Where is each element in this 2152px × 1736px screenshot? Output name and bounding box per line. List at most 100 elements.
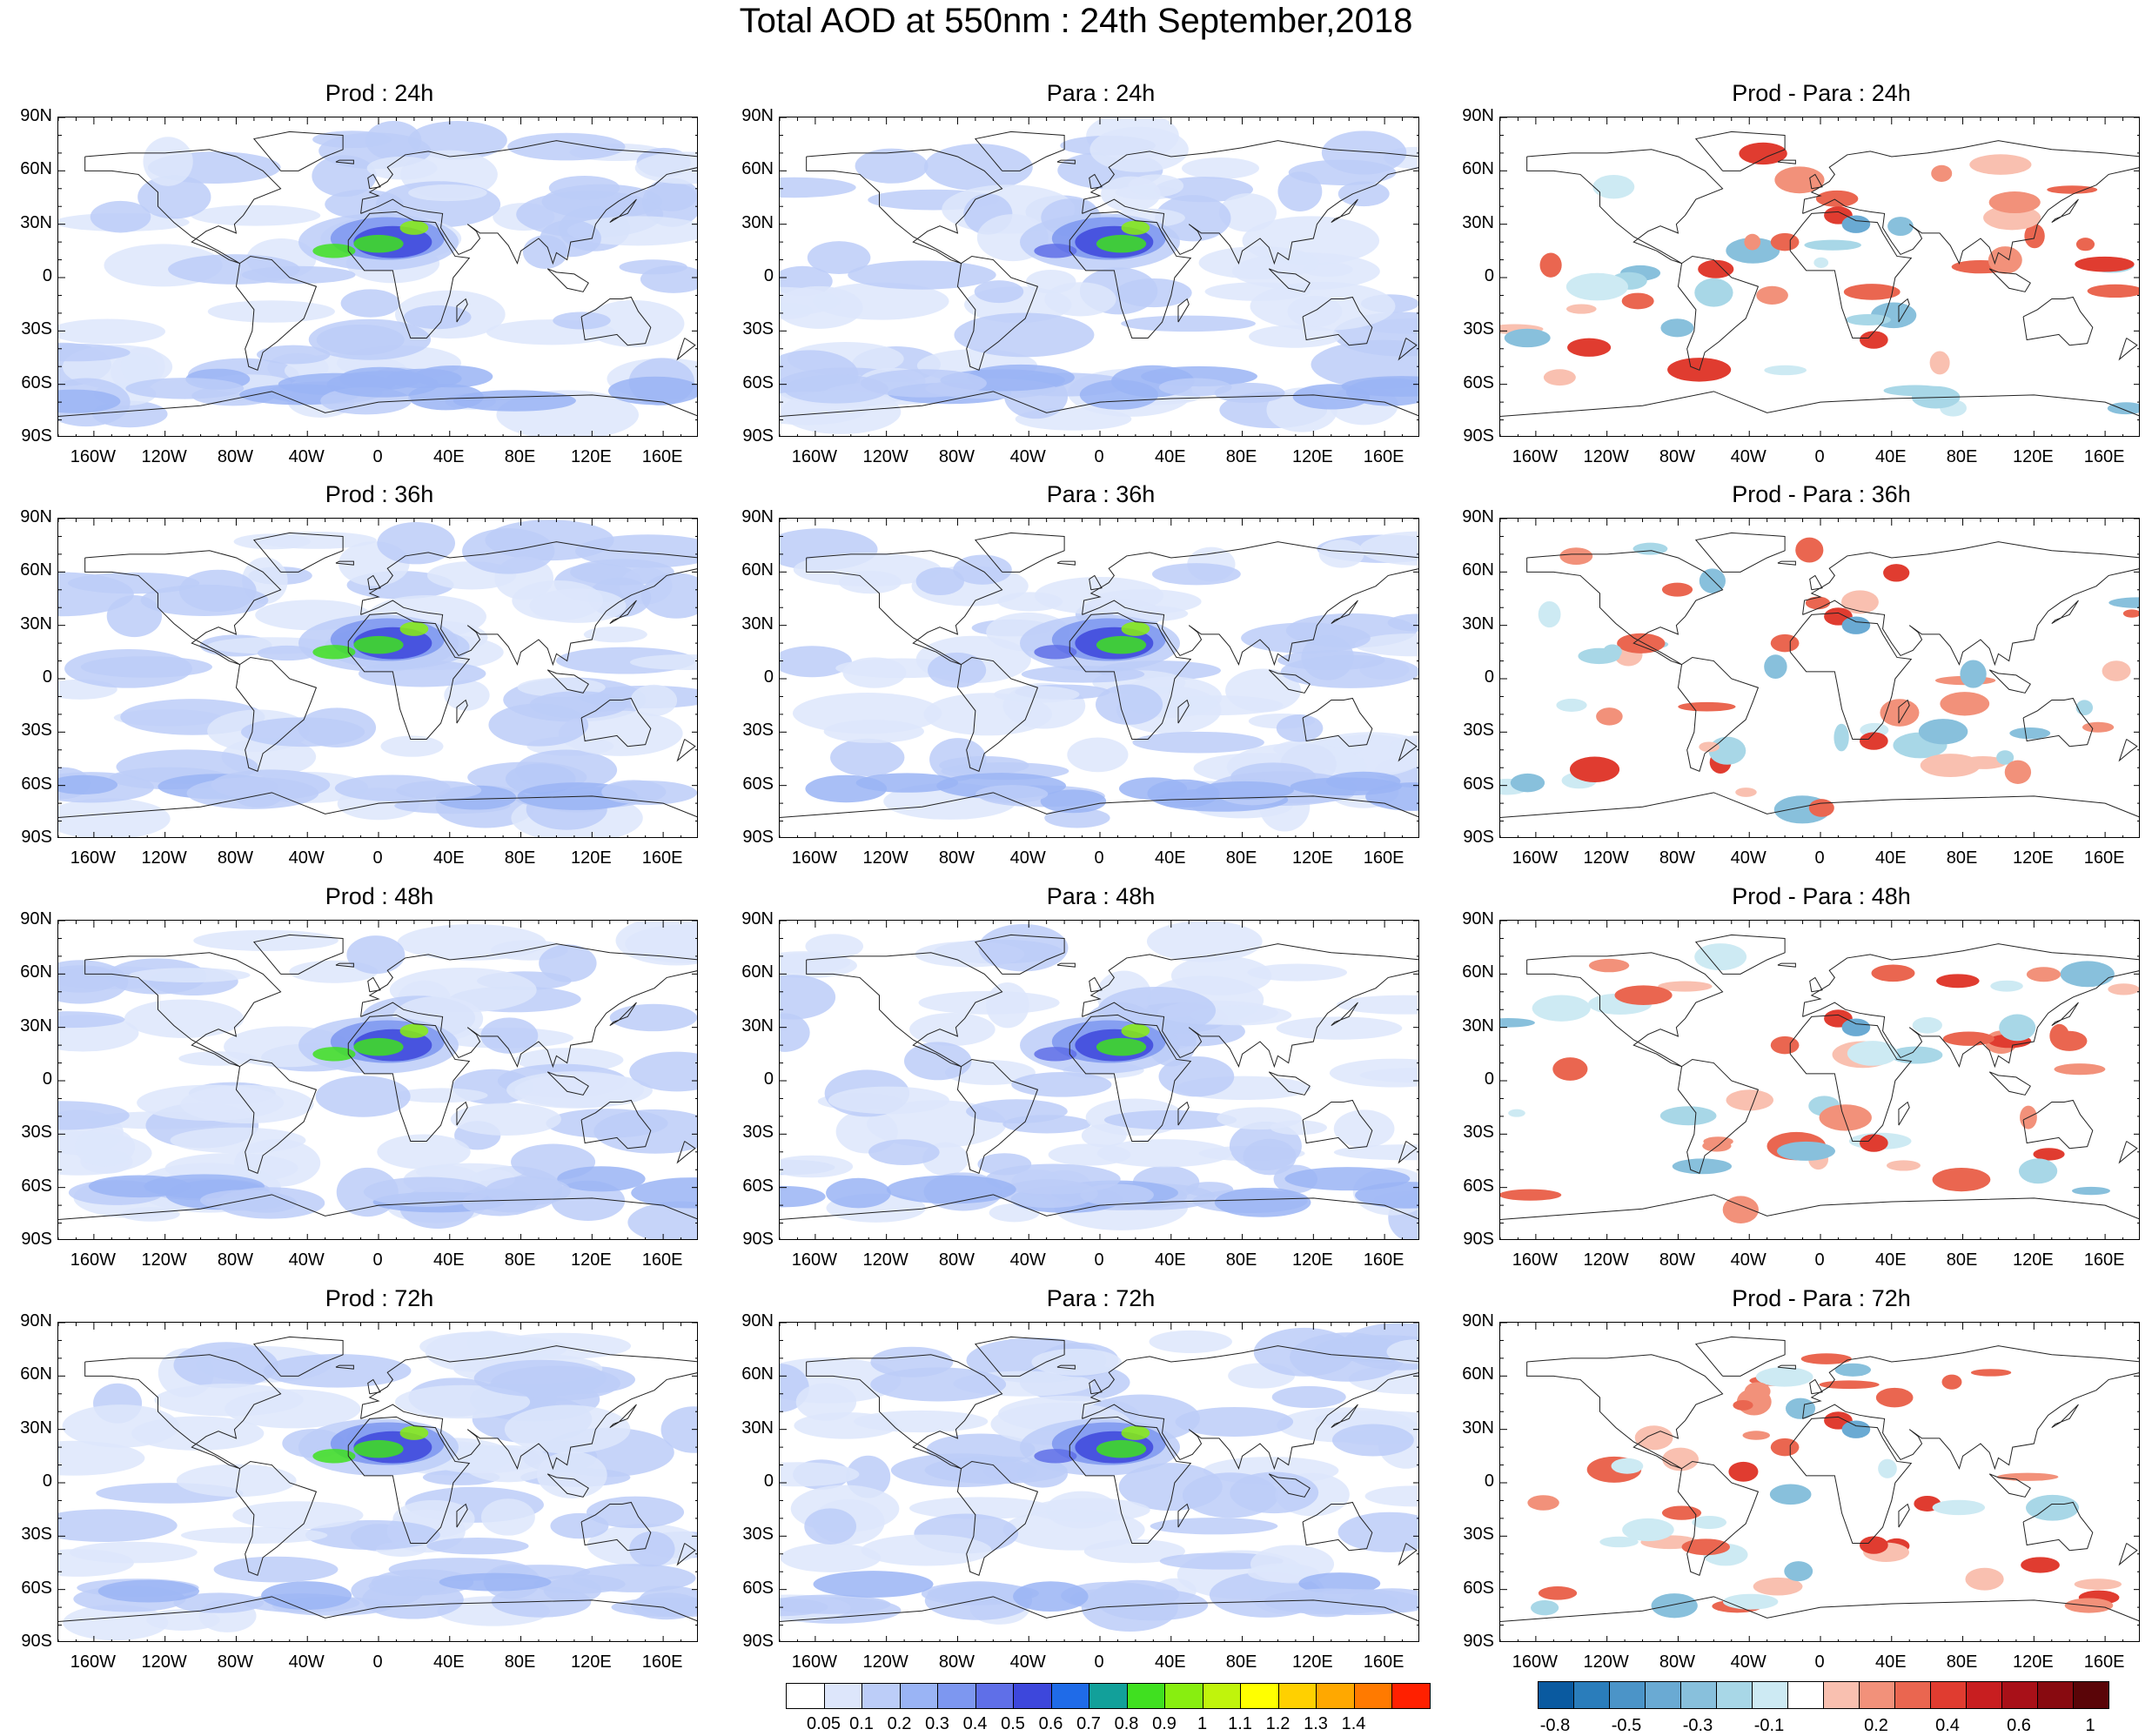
aod-contour-region (1034, 244, 1077, 258)
latitude-label: 90S (21, 426, 52, 446)
latitude-label: 90N (20, 507, 52, 526)
coastline (235, 255, 318, 371)
latitude-label: 90S (742, 1230, 774, 1249)
difference-region (1932, 1167, 1991, 1192)
latitude-label: 30S (742, 1525, 774, 1545)
difference-region (1531, 1599, 1559, 1616)
panel-title: Prod : 36h (325, 481, 434, 507)
aod-contour-region (176, 1464, 297, 1498)
latitude-label: 30N (20, 212, 52, 232)
coastline (360, 140, 697, 265)
difference-region (1588, 958, 1630, 973)
aod-contour-region (915, 566, 965, 596)
difference-region (1815, 190, 1859, 207)
longitude-label: 80W (1659, 447, 1695, 466)
aod-contour-region (305, 1519, 440, 1551)
longitude-label: 0 (1814, 848, 1825, 868)
latitude-label: 60N (741, 1364, 774, 1384)
aod-contour-region (1080, 1183, 1154, 1207)
difference-region (1931, 164, 1953, 182)
difference-region (1941, 1374, 1962, 1390)
colorbar-swatch (1126, 1683, 1165, 1709)
aod-contour-region (1387, 613, 1418, 632)
panel-title: Prod - Para : 72h (1732, 1285, 1911, 1311)
coastline (58, 1194, 697, 1220)
latitude-label: 90S (742, 828, 774, 847)
difference-region (1538, 600, 1561, 628)
aod-contour-region (780, 1462, 860, 1487)
latitude-label: 60S (742, 774, 774, 794)
longitude-label: 120E (1291, 1652, 1333, 1672)
latitude-label: 90N (1462, 1311, 1494, 1330)
aod-contour-region (58, 774, 118, 794)
aod-contour-region (1158, 1056, 1235, 1097)
longitude-label: 160W (791, 1652, 837, 1672)
aod-contour-region (804, 1508, 857, 1545)
coastline (347, 1416, 471, 1545)
aod-contour-region (1333, 1144, 1418, 1161)
latitude-label: 30N (1462, 1015, 1494, 1036)
aod-contour-region (399, 621, 429, 636)
coastline (1331, 1002, 1358, 1027)
longitude-label: 160E (1363, 447, 1404, 466)
longitude-label: 0 (372, 848, 383, 868)
coastline (1069, 211, 1192, 339)
aod-contour-region (137, 175, 211, 219)
aod-contour-region (363, 1176, 490, 1207)
latitude-label: 90S (1463, 1230, 1494, 1249)
aod-contour-region (504, 1404, 631, 1454)
longitude-label: 120E (2012, 447, 2054, 466)
latitude-label: 60N (1462, 962, 1494, 982)
coastline (1268, 669, 1311, 694)
difference-region (1739, 142, 1787, 165)
aod-contour-region (146, 1609, 220, 1631)
panel-title: Para : 72h (1046, 1285, 1156, 1311)
latitude-label: 30S (742, 721, 774, 741)
colorbar-swatch (2073, 1681, 2109, 1709)
difference-region (1878, 1458, 1897, 1478)
coastline (609, 198, 637, 224)
difference-region (2075, 700, 2094, 716)
aod-contour-region (1250, 1545, 1335, 1584)
aod-contour-region (1147, 779, 1220, 808)
coastline (1789, 1014, 1913, 1143)
coastline (546, 268, 589, 292)
difference-region (1632, 542, 1668, 555)
difference-region (1744, 233, 1761, 251)
difference-region (1859, 331, 1888, 349)
aod-contour-region (1158, 378, 1232, 397)
latitude-label: 30S (1463, 1123, 1494, 1143)
difference-region (2033, 1148, 2065, 1161)
aod-contour-region (1034, 1449, 1077, 1464)
longitude-label: 120W (141, 1250, 187, 1270)
difference-region (1661, 582, 1693, 597)
difference-region (1918, 719, 1968, 745)
coastline (456, 1503, 468, 1528)
aod-contour-region (173, 1592, 265, 1613)
aod-contour-region (640, 573, 697, 619)
coastline (1677, 656, 1760, 772)
latitude-label: 90N (741, 909, 774, 928)
latitude-label: 60N (20, 159, 52, 179)
aod-contour-region (1048, 1143, 1131, 1166)
figure-title: Total AOD at 550nm : 24th September,2018 (739, 2, 1413, 40)
longitude-label: 80E (1946, 1652, 1978, 1672)
aod-contour-region (1217, 1107, 1302, 1130)
colorbar-swatch (2001, 1681, 2038, 1709)
coastline (1056, 1364, 1076, 1370)
longitude-label: 0 (372, 1652, 383, 1672)
colorbar-swatch (1353, 1683, 1392, 1709)
difference-region (1722, 1593, 1779, 1610)
coastline (1056, 560, 1076, 566)
coastline (1069, 612, 1192, 741)
longitude-label: 120W (141, 447, 187, 466)
colorbar-swatch (1716, 1681, 1753, 1709)
longitude-label: 80E (1946, 848, 1978, 868)
aod-contour-region (601, 780, 667, 804)
latitude-label: 60S (21, 1578, 52, 1598)
aod-contour-region (1198, 246, 1320, 279)
aod-contour-region (58, 960, 129, 1004)
aod-contour-region (1277, 171, 1323, 211)
map-plot-area (1500, 921, 2139, 1239)
